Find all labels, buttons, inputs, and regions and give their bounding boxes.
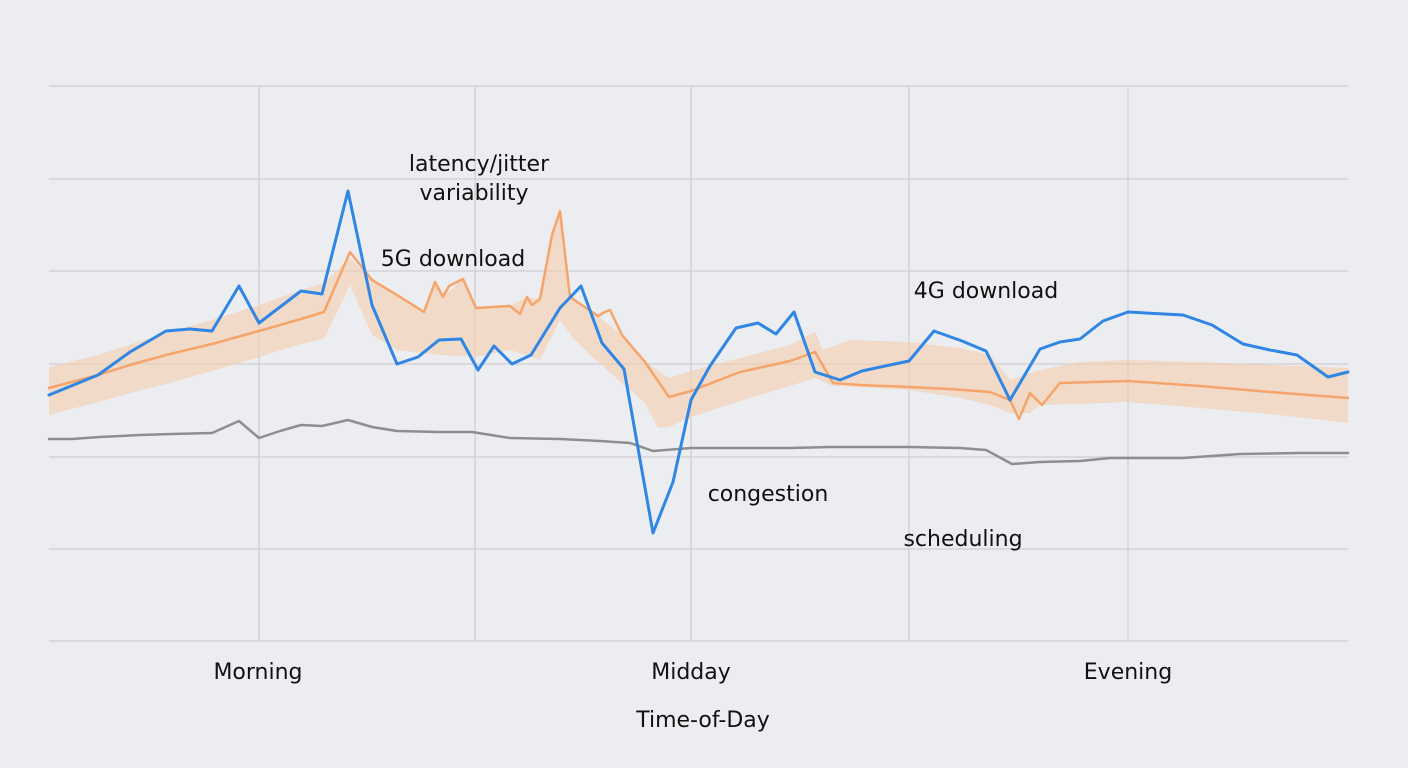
x-tick-label: Morning [213, 660, 302, 685]
series-4g-download [47, 189, 1350, 535]
grid-lines [49, 85, 1348, 642]
annotation-label: scheduling [903, 527, 1022, 552]
x-axis-tick-labels: Morning Midday Evening [213, 660, 1172, 685]
x-axis-title: Time-of-Day [635, 708, 770, 733]
annotation-label: 5G download [381, 247, 525, 272]
x-tick-label: Midday [651, 660, 731, 685]
annotation-label: variability [419, 181, 528, 206]
annotation-label: 4G download [914, 279, 1058, 304]
series-lines [47, 189, 1350, 535]
series-baseline [47, 418, 1350, 466]
annotations: latency/jitter variability 5G download 4G d… [381, 152, 1058, 552]
variability-bands [49, 211, 1348, 428]
annotation-label: latency/jitter [409, 152, 550, 177]
variability-band [49, 211, 1348, 428]
annotation-label: congestion [708, 482, 829, 507]
x-tick-label: Evening [1084, 660, 1172, 685]
